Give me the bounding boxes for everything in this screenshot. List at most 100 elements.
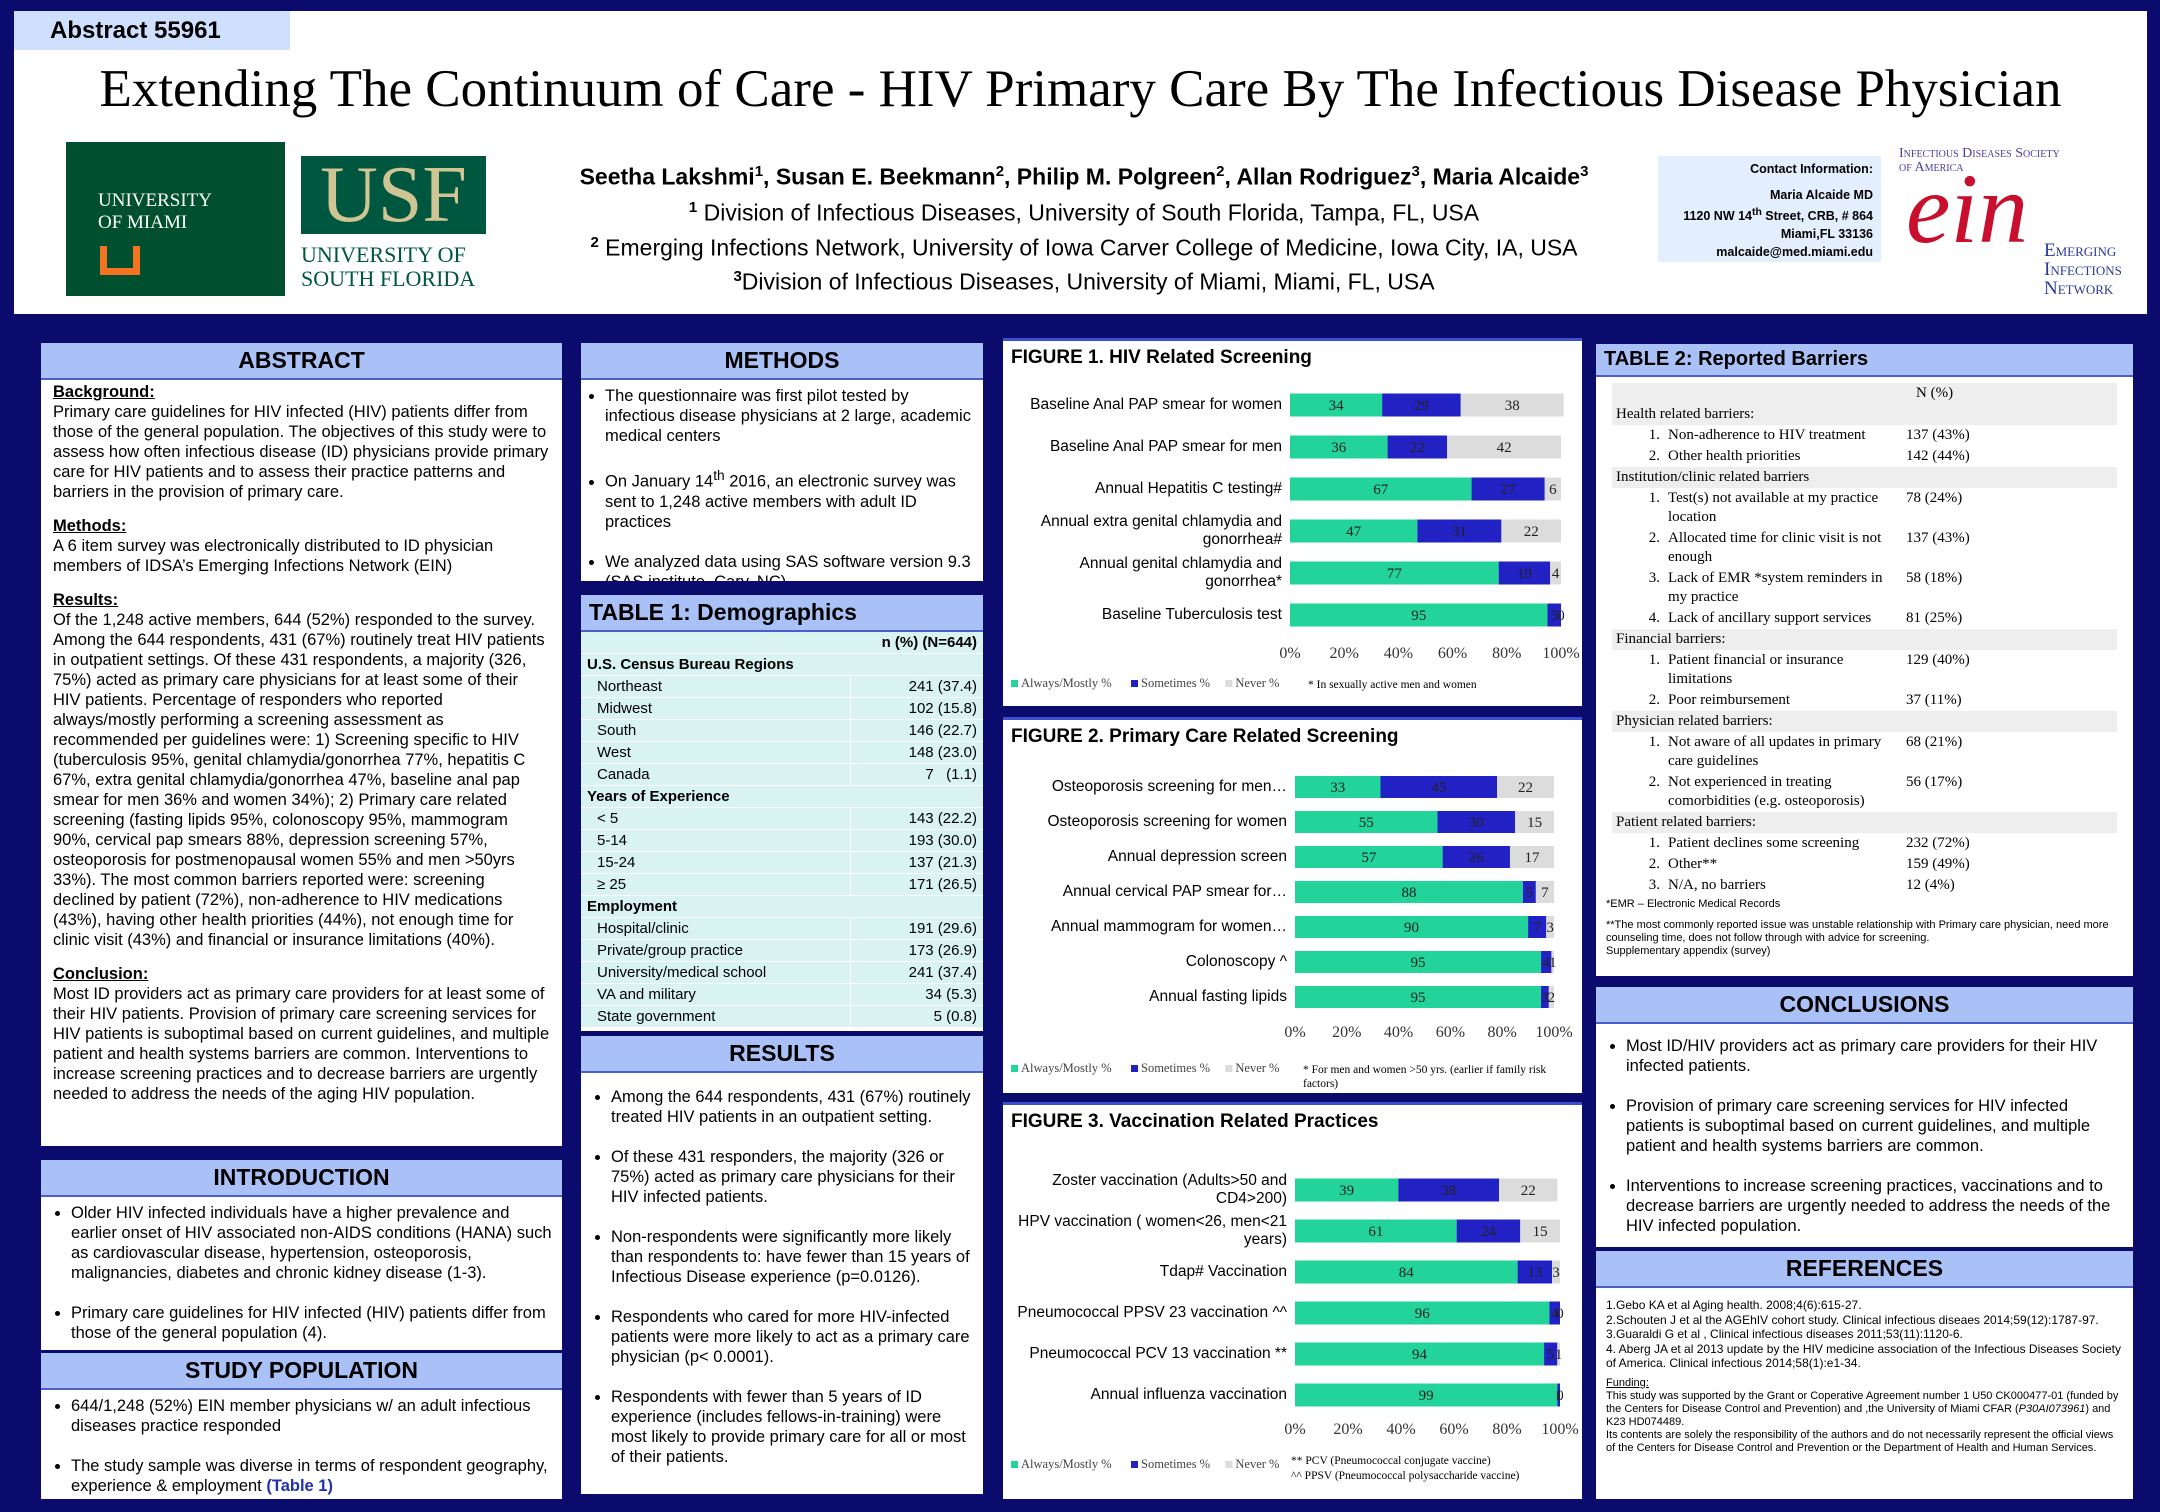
category-label: Osteoporosis screening for women — [1047, 813, 1287, 830]
bar-segment — [1541, 986, 1549, 1008]
bullet-item: The study sample was diverse in terms of… — [71, 1456, 552, 1496]
group-row: Years of Experience — [581, 785, 983, 808]
item-value: 159 (49%) — [1906, 856, 1970, 872]
table-header: N (%) — [1612, 383, 2117, 404]
section-heading: CONCLUSIONS — [1596, 987, 2133, 1024]
cell — [581, 632, 851, 654]
table-title: TABLE 1: Demographics — [581, 595, 983, 632]
author-name: , Maria Alcaide — [1419, 163, 1581, 190]
figure: FIGURE 1. HIV Related Screening 34 29 38 36 2… — [1003, 338, 1582, 706]
section-heading: STUDY POPULATION — [41, 1353, 562, 1390]
bar-segment — [1550, 561, 1561, 585]
bar-segment — [1295, 776, 1381, 798]
item-text: Allocated time for clinic visit is not e… — [1668, 530, 1882, 565]
item-value: 78 (24%) — [1906, 490, 1963, 506]
table-row: 2. Poor reimbursement 37 (11%) — [1612, 690, 2117, 711]
text: 2016, an electronic survey was sent to 1… — [605, 472, 956, 531]
x-tick-label: 40% — [1384, 645, 1413, 662]
table-row: 5-14 193 (30.0) — [581, 829, 983, 852]
idsa-line: of America — [1899, 160, 1964, 175]
value-label: 4 — [1551, 1306, 1559, 1322]
table-row: South 146 (22.7) — [581, 719, 983, 742]
value-label: 96 — [1415, 1306, 1431, 1322]
bar-segment — [1515, 811, 1554, 833]
value-label: 38 — [1505, 398, 1520, 414]
x-tick-label: 80% — [1488, 1024, 1517, 1041]
category-label: Annual extra genital chlamydia and gonor… — [1040, 513, 1282, 548]
bar-segment — [1509, 846, 1554, 868]
bar-segment — [1295, 986, 1542, 1008]
row-label: South — [581, 719, 852, 742]
contact-city: Miami,FL 33136 — [1780, 227, 1873, 242]
abstract-body: Background: Primary care guidelines for H… — [41, 382, 562, 1110]
item-value: 37 (11%) — [1906, 692, 1962, 708]
value-label: 36 — [1331, 440, 1347, 456]
funding: Funding: This study was supported by the… — [1596, 1371, 2133, 1461]
legend-swatch — [1011, 680, 1018, 687]
table: N (%) Health related barriers: 1. Non-adher… — [1612, 383, 2117, 896]
usf-logo: USF — [301, 155, 486, 235]
value-label: 1 — [1555, 1388, 1563, 1404]
item-text: Lack of EMR *system reminders in my prac… — [1668, 570, 1883, 605]
author-sup: 3 — [1580, 163, 1589, 180]
table-row: < 5 143 (22.2) — [581, 807, 983, 830]
bar-segment — [1535, 881, 1554, 903]
item-value: 137 (43%) — [1906, 530, 1970, 546]
value-label: 94 — [1412, 1347, 1428, 1363]
group-name: U.S. Census Bureau Regions — [581, 653, 851, 676]
header: Abstract 55961 Extending The Continuum o… — [14, 11, 2147, 314]
section-text: A 6 item survey was electronically distr… — [53, 537, 494, 575]
ein-line: Infections — [2044, 259, 2122, 280]
table-row: Northeast 241 (37.4) — [581, 675, 983, 698]
cell — [850, 785, 983, 808]
table-row: 3. N/A, no barriers 12 (4%) — [1612, 875, 2117, 896]
legend-label: Never % — [1235, 676, 1279, 690]
ein-name: Emerging Infections Network — [2044, 241, 2122, 298]
legend-swatch — [1011, 1461, 1018, 1468]
section-text: Primary care guidelines for HIV infected… — [53, 403, 549, 501]
value-label: 15 — [1527, 815, 1542, 831]
row-value: 171 (26.5) — [850, 873, 983, 896]
bar-segment — [1295, 1178, 1399, 1202]
bar-segment — [1557, 1342, 1560, 1366]
bar-segment — [1437, 811, 1516, 833]
author-name: , Philip M. Polgreen — [1004, 163, 1217, 190]
row-label: West — [581, 741, 852, 764]
item-number: 1. — [1648, 490, 1660, 506]
value-label: 22 — [1518, 780, 1533, 796]
bar-segment — [1499, 1178, 1558, 1202]
x-tick-label: 60% — [1438, 645, 1467, 662]
author-name: , Allan Rodriguez — [1224, 163, 1412, 190]
x-tick-label: 0% — [1279, 645, 1300, 662]
item-value: 68 (21%) — [1906, 734, 1963, 750]
contact-address: 1120 NW 14th Street, CRB, # 864 — [1666, 204, 1873, 225]
legend-label: Sometimes % — [1141, 1061, 1210, 1075]
group-name: Years of Experience — [581, 785, 851, 808]
um-line: UNIVERSITY — [98, 190, 212, 211]
bar-segment — [1547, 603, 1561, 627]
cell — [1612, 383, 1664, 404]
row-label: Northeast — [581, 675, 852, 698]
item-number: 1. — [1648, 835, 1660, 851]
value-label: 3 — [1552, 1265, 1560, 1281]
figure: FIGURE 3. Vaccination Related Practices 3… — [1003, 1102, 1582, 1499]
item-value: 129 (40%) — [1906, 652, 1970, 668]
value-label: 2 — [1548, 990, 1556, 1006]
bar-segment — [1442, 846, 1510, 868]
table-row: State government 5 (0.8) — [581, 1005, 983, 1028]
item-number: 2. — [1648, 448, 1660, 464]
item-text: Not aware of all updates in primary care… — [1668, 734, 1882, 769]
value-label: 7 — [1533, 920, 1541, 936]
item-value: 142 (44%) — [1906, 448, 1970, 464]
affiliation-text: Emerging Infections Network, University … — [598, 234, 1578, 261]
idsa: Infectious Diseases Society of America — [1899, 147, 2060, 175]
row-value: 137 (21.3) — [850, 851, 983, 874]
author-sup: 2 — [995, 163, 1005, 180]
bar-segment — [1295, 846, 1443, 868]
ein-line: Network — [2044, 278, 2114, 299]
bar-segment — [1417, 519, 1502, 543]
bullet-item: Most ID/HIV providers act as primary car… — [1626, 1036, 2123, 1076]
category-label: Tdap# Vaccination — [1159, 1263, 1287, 1280]
bar-segment — [1295, 1219, 1457, 1243]
section-label: Conclusion: — [53, 965, 149, 983]
